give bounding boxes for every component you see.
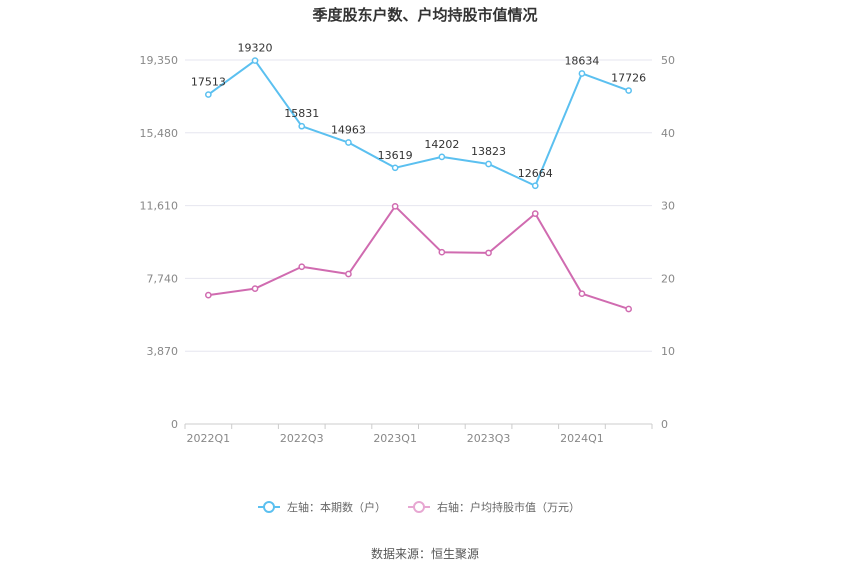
data-label: 13823 [471,145,506,158]
data-point [345,139,352,146]
data-label: 13619 [378,149,413,162]
data-point [531,210,539,217]
right-tick-label: 30 [661,200,675,213]
right-tick-label: 20 [661,272,675,285]
data-point [438,248,446,256]
data-label: 14963 [331,124,366,137]
data-point [485,160,492,168]
data-point [298,122,306,130]
data-point [345,270,352,278]
legend-marker [263,501,275,513]
x-tick-label: 2024Q1 [560,432,604,445]
right-tick-label: 0 [661,418,668,431]
data-point [625,87,633,94]
legend-label: 左轴：本期数（户） [287,500,386,514]
left-tick-label: 7,740 [147,272,179,285]
series-line-avg-value [208,205,629,310]
data-label: 14202 [424,138,459,151]
x-axis-ticks: 2022Q1 2022Q3 2023Q1 2023Q3 2024Q1 [184,424,653,445]
data-point [298,263,306,271]
grid-lines [185,59,652,425]
left-tick-label: 0 [171,418,178,431]
chart-title: 季度股东户数、户均持股市值情况 [312,6,538,24]
data-point [251,285,259,292]
data-point [251,57,259,64]
x-tick-label: 2023Q1 [373,432,417,445]
data-point [485,249,492,257]
left-tick-label: 15,480 [140,127,179,140]
right-axis-ticks: 0 10 20 30 40 50 [661,54,675,431]
data-point [205,91,212,98]
x-tick-label: 2022Q1 [187,432,231,445]
data-point [391,164,399,172]
data-label: 17513 [191,76,226,89]
legend-label: 右轴：户均持股市值（万元） [437,500,580,514]
x-tick-label: 2023Q3 [467,432,511,445]
legend: 左轴：本期数（户） 右轴：户均持股市值（万元） [258,500,580,514]
data-point [625,305,633,313]
data-point [578,70,586,77]
data-point [578,290,586,298]
left-tick-label: 11,610 [140,200,179,213]
source-note: 数据来源：恒生聚源 [370,547,479,561]
left-tick-label: 19,350 [140,54,179,67]
data-label: 18634 [564,54,599,67]
data-point [438,153,446,161]
legend-marker [413,501,425,513]
data-point [391,202,399,210]
data-point [531,182,539,190]
data-label: 17726 [611,72,646,85]
data-point [205,291,212,299]
right-tick-label: 10 [661,345,675,358]
x-tick-label: 2022Q3 [280,432,324,445]
series-layer [205,57,633,313]
data-label: 15831 [284,107,319,120]
data-label: 19320 [238,42,273,55]
data-labels: 17513 19320 15831 14963 13619 14202 13823 12664… [191,42,646,180]
data-label: 12664 [518,167,553,180]
series-line-holders [207,59,629,187]
left-tick-label: 3,870 [147,345,179,358]
left-axis-ticks: 0 3,870 7,740 11,610 15,480 19,350 [140,54,179,431]
right-tick-label: 40 [661,127,675,140]
right-tick-label: 50 [661,54,675,67]
